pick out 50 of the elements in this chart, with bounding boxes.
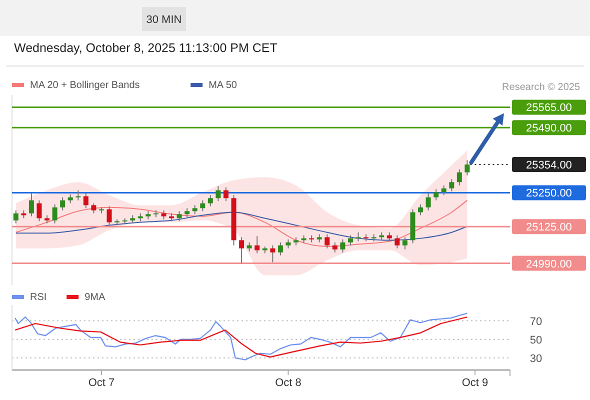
- candlestick: [13, 210, 18, 224]
- candlestick: [83, 192, 88, 209]
- y-tick-label: 70: [530, 316, 542, 328]
- candlestick: [270, 244, 276, 263]
- candlestick: [426, 192, 431, 211]
- candlestick: [464, 160, 470, 176]
- candlestick: [402, 236, 408, 250]
- candlestick: [52, 204, 58, 224]
- legend-label: RSI: [30, 292, 47, 303]
- candlestick: [394, 234, 400, 249]
- legend-label: 9MA: [84, 292, 106, 303]
- candlestick: [60, 196, 66, 211]
- candlestick: [91, 202, 96, 214]
- ref-line-label: 25125.00: [526, 222, 572, 234]
- candlestick: [239, 236, 244, 264]
- ref-line-label: 25490.00: [526, 122, 572, 135]
- candlestick: [223, 186, 228, 202]
- candlestick: [434, 188, 439, 201]
- candlestick: [441, 184, 446, 196]
- candlestick: [449, 178, 454, 192]
- ref-line-label: 25250.00: [526, 188, 572, 200]
- x-tick-label: Oct 8: [275, 377, 302, 389]
- chart-subtitle: Wednesday, October 8, 2025 11:13:00 PM CET: [14, 41, 278, 55]
- candlestick: [340, 238, 346, 253]
- candlestick: [200, 200, 206, 212]
- candlestick: [278, 242, 283, 256]
- candlestick: [208, 194, 213, 207]
- x-tick-label: Oct 9: [462, 377, 488, 389]
- text: 30 MIN: [146, 14, 182, 26]
- ref-line-label: 25354.00: [526, 159, 572, 172]
- candlestick: [254, 236, 260, 254]
- candlestick: [456, 168, 462, 186]
- y-tick-label: 30: [530, 352, 542, 365]
- candlestick: [28, 192, 34, 217]
- legend-label: MA 50: [208, 80, 238, 91]
- candlestick: [348, 234, 353, 246]
- candlestick: [418, 204, 424, 216]
- candlestick: [36, 200, 42, 222]
- candlestick: [216, 186, 221, 202]
- candlestick: [76, 190, 81, 201]
- candlestick: [324, 234, 330, 249]
- text: Research © 2025: [502, 82, 580, 93]
- x-tick-label: Oct 7: [88, 377, 115, 389]
- candlestick: [176, 210, 182, 222]
- y-tick-label: 50: [530, 334, 542, 346]
- legend-label: MA 20 + Bollinger Bands: [30, 80, 140, 91]
- candlestick: [106, 206, 112, 226]
- ref-line-label: 24990.00: [526, 258, 572, 270]
- ref-line-label: 25565.00: [526, 102, 572, 114]
- candlestick: [332, 242, 338, 253]
